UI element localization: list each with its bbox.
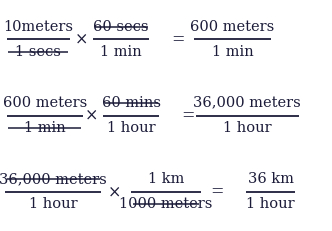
Text: 36,000 meters: 36,000 meters — [194, 96, 301, 110]
Text: 10meters: 10meters — [3, 20, 73, 33]
Text: 1 hour: 1 hour — [29, 198, 77, 211]
Text: 1 secs: 1 secs — [15, 45, 61, 59]
Text: 36,000 meters: 36,000 meters — [0, 172, 107, 186]
Text: 60 secs: 60 secs — [93, 20, 149, 33]
Text: 36 km: 36 km — [248, 172, 293, 186]
Text: ×: × — [85, 107, 98, 124]
Text: 1 min: 1 min — [100, 45, 142, 59]
Text: =: = — [211, 183, 224, 200]
Text: 600 meters: 600 meters — [3, 96, 87, 110]
Text: =: = — [171, 31, 184, 48]
Text: ×: × — [75, 31, 88, 48]
Text: 60 mins: 60 mins — [102, 96, 161, 110]
Text: 1 min: 1 min — [211, 45, 253, 59]
Text: ×: × — [108, 183, 121, 200]
Text: 1 hour: 1 hour — [246, 198, 295, 211]
Text: 1 hour: 1 hour — [107, 121, 155, 135]
Text: 1 km: 1 km — [148, 172, 184, 186]
Text: =: = — [181, 107, 194, 124]
Text: 600 meters: 600 meters — [190, 20, 275, 33]
Text: 1000 meters: 1000 meters — [119, 198, 213, 211]
Text: 1 hour: 1 hour — [223, 121, 272, 135]
Text: 1 min: 1 min — [24, 121, 66, 135]
